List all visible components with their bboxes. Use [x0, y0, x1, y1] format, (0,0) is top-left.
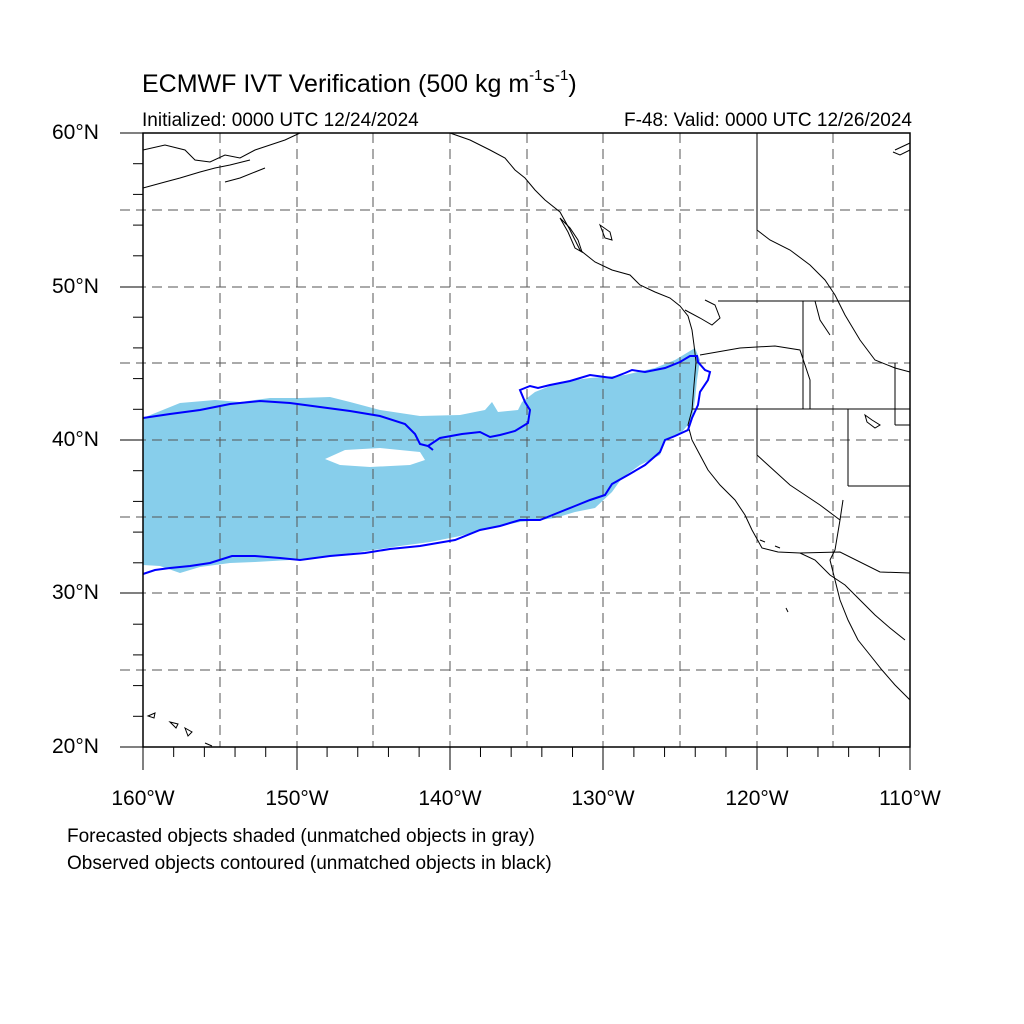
lon-label-150w: 150°W: [265, 787, 329, 810]
lon-label-140w: 140°W: [418, 787, 482, 810]
legend-observed-note: Observed objects contoured (unmatched ob…: [67, 853, 552, 874]
valid-time: F-48: Valid: 0000 UTC 12/26/2024: [624, 110, 912, 131]
initialized-time: Initialized: 0000 UTC 12/24/2024: [142, 110, 419, 131]
map-title: ECMWF IVT Verification (500 kg m-1s-1): [142, 67, 577, 98]
map-grid: [120, 133, 910, 747]
lat-label-30n: 30°N: [52, 581, 99, 604]
observed-object-contour: [142, 355, 712, 575]
minor-ticks: [133, 163, 880, 757]
lon-label-110w: 110°W: [879, 787, 941, 810]
lon-label-130w: 130°W: [571, 787, 635, 810]
lat-label-20n: 20°N: [52, 735, 99, 758]
lat-label-60n: 60°N: [52, 121, 99, 144]
lon-label-160w: 160°W: [111, 787, 175, 810]
lon-label-120w: 120°W: [725, 787, 789, 810]
lat-label-40n: 40°N: [52, 428, 99, 451]
political-borders: [692, 133, 911, 574]
legend-forecast-note: Forecasted objects shaded (unmatched obj…: [67, 826, 535, 847]
forecast-object-hole: [325, 448, 425, 467]
lat-label-50n: 50°N: [52, 275, 99, 298]
coastlines: [142, 132, 911, 747]
axis-ticks: [120, 132, 911, 770]
